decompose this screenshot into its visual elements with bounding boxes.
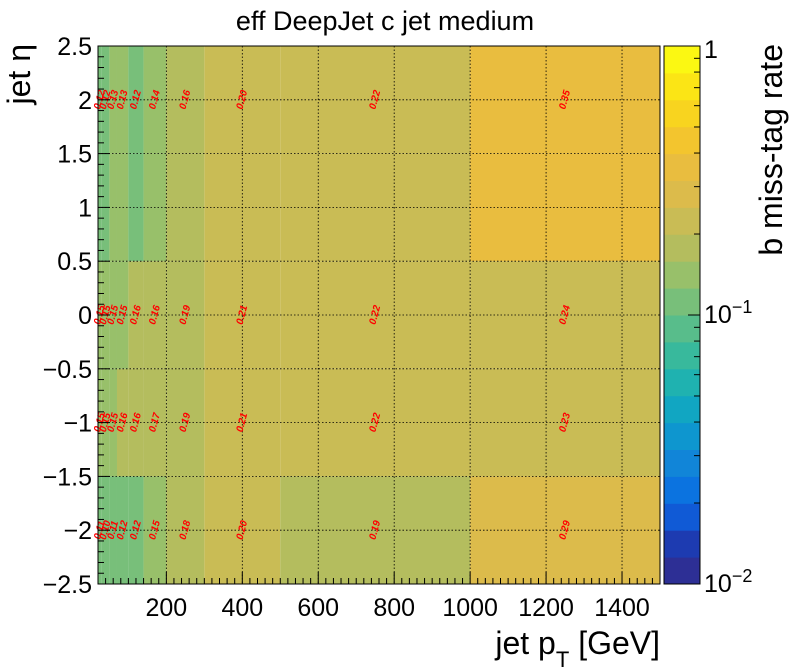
cell-value-label: 0.13 bbox=[105, 89, 121, 111]
color-bar-segment bbox=[664, 476, 700, 504]
cell-value-label: 0.16 bbox=[178, 89, 194, 111]
x-axis-label-subscript: T bbox=[556, 647, 569, 672]
cell-value-label: 0.23 bbox=[557, 411, 573, 433]
color-bar-segment bbox=[664, 530, 700, 558]
x-tick-label: 1400 bbox=[594, 594, 650, 622]
color-bar-segment bbox=[664, 315, 700, 343]
cell-value-label: 0.16 bbox=[115, 411, 131, 433]
x-tick-label: 400 bbox=[221, 594, 263, 622]
cell-value-label: 0.17 bbox=[147, 411, 163, 433]
cell-value-label: 0.12 bbox=[128, 519, 144, 541]
y-tick-label: −0.5 bbox=[43, 356, 92, 384]
x-tick-label: 800 bbox=[373, 594, 415, 622]
cell-value-label: 0.20 bbox=[235, 519, 251, 541]
color-bar-segment bbox=[664, 126, 700, 155]
color-bar-segment bbox=[664, 503, 700, 531]
x-axis-label-unit: [GeV] bbox=[569, 625, 660, 661]
cell-value-label: 0.21 bbox=[235, 304, 251, 326]
cell-value-label: 0.15 bbox=[115, 304, 131, 326]
cell-value-label: 0.19 bbox=[178, 304, 194, 326]
cell-value-label: 0.35 bbox=[557, 89, 573, 111]
y-tick-label: 0 bbox=[78, 302, 92, 330]
color-bar-tick-label: 10−2 bbox=[704, 566, 752, 598]
heatmap-cell bbox=[470, 153, 660, 262]
cell-value-label: 0.16 bbox=[147, 304, 163, 326]
color-bar-ticks: 1 10−1 10−2 bbox=[688, 36, 752, 598]
cell-value-label: 0.22 bbox=[368, 411, 384, 433]
color-bar-tick-label: 10−1 bbox=[704, 297, 752, 329]
x-tick-label: 1000 bbox=[442, 594, 498, 622]
x-tick-label: 600 bbox=[297, 594, 339, 622]
cell-value-label: 0.19 bbox=[178, 411, 194, 433]
heatmap-cell bbox=[128, 368, 144, 477]
cell-value-label: 0.12 bbox=[128, 89, 144, 111]
y-tick-label: 1.5 bbox=[57, 141, 92, 169]
color-bar-segment bbox=[664, 99, 700, 128]
x-tick-label: 200 bbox=[145, 594, 187, 622]
color-bar-segment bbox=[664, 153, 700, 181]
grid-lines bbox=[98, 46, 660, 584]
color-bar-tick-label: 1 bbox=[704, 36, 718, 64]
cell-value-label: 0.15 bbox=[105, 411, 121, 433]
color-bar bbox=[663, 45, 701, 585]
color-bar-segment bbox=[664, 261, 700, 289]
y-tick-label: 2 bbox=[78, 87, 92, 115]
x-axis-label-main: jet p bbox=[494, 625, 555, 661]
color-bar-segment bbox=[664, 207, 700, 235]
x-tick-label: 1200 bbox=[518, 594, 574, 622]
color-bar-segment bbox=[664, 449, 700, 477]
z-axis-label: b miss-tag rate bbox=[753, 44, 789, 256]
cell-value-label: 0.16 bbox=[128, 411, 144, 433]
y-tick-label: −2 bbox=[63, 517, 92, 545]
y-tick-label: −2.5 bbox=[43, 571, 92, 599]
heatmap-cell bbox=[128, 261, 144, 369]
cell-value-label: 0.11 bbox=[106, 519, 122, 540]
cell-value-label: 0.14 bbox=[147, 89, 163, 111]
heatmap-cell bbox=[128, 46, 144, 154]
cell-value-label: 0.16 bbox=[128, 304, 144, 326]
color-bar-segment bbox=[664, 557, 700, 585]
color-bar-segment bbox=[664, 180, 700, 208]
cell-value-label: 0.15 bbox=[147, 519, 163, 541]
color-bar-segment bbox=[664, 368, 700, 397]
y-tick-label: 2.5 bbox=[57, 33, 92, 61]
color-bar-segment bbox=[664, 341, 700, 370]
cell-value-label: 0.24 bbox=[557, 304, 573, 326]
heatmap-cell bbox=[128, 476, 144, 584]
cell-value-label: 0.29 bbox=[557, 519, 573, 541]
x-axis-ticks: 200 400 600 800 1000 1200 1400 bbox=[97, 572, 661, 622]
color-bar-segment bbox=[664, 288, 700, 316]
color-bar-segment bbox=[664, 234, 700, 262]
cell-value-label: 0.18 bbox=[178, 519, 194, 541]
cell-value-label: 0.13 bbox=[115, 89, 131, 111]
y-axis-ticks: −2.5 −2 −1.5 −1 −0.5 0 0.5 1 1.5 2 2.5 bbox=[43, 33, 110, 599]
color-bar-segment bbox=[664, 46, 700, 74]
cell-value-label: 0.22 bbox=[368, 89, 384, 111]
y-tick-label: 1 bbox=[78, 194, 92, 222]
x-axis-label: jet pT [GeV] bbox=[494, 625, 660, 672]
cell-value-label: 0.20 bbox=[235, 89, 251, 111]
heatmap-cell bbox=[128, 153, 144, 262]
color-bar-segment bbox=[664, 395, 700, 424]
cell-value-label: 0.21 bbox=[235, 411, 251, 433]
y-axis-label: jet η bbox=[1, 44, 37, 105]
cell-value-label: 0.12 bbox=[115, 519, 131, 541]
chart-title: eff DeepJet c jet medium bbox=[236, 6, 534, 36]
cell-value-label: 0.19 bbox=[368, 519, 384, 541]
y-tick-label: −1 bbox=[63, 410, 92, 438]
cell-value-labels: 0.110.100.110.120.12 0.15 0.18 0.20 0.19 0.29… bbox=[92, 89, 573, 541]
y-tick-label: 0.5 bbox=[57, 248, 92, 276]
color-bar-segment bbox=[664, 422, 700, 450]
y-tick-label: −1.5 bbox=[43, 463, 92, 491]
cell-value-label: 0.15 bbox=[105, 304, 121, 326]
color-bar-segment bbox=[664, 72, 700, 101]
cell-value-label: 0.22 bbox=[368, 304, 384, 326]
